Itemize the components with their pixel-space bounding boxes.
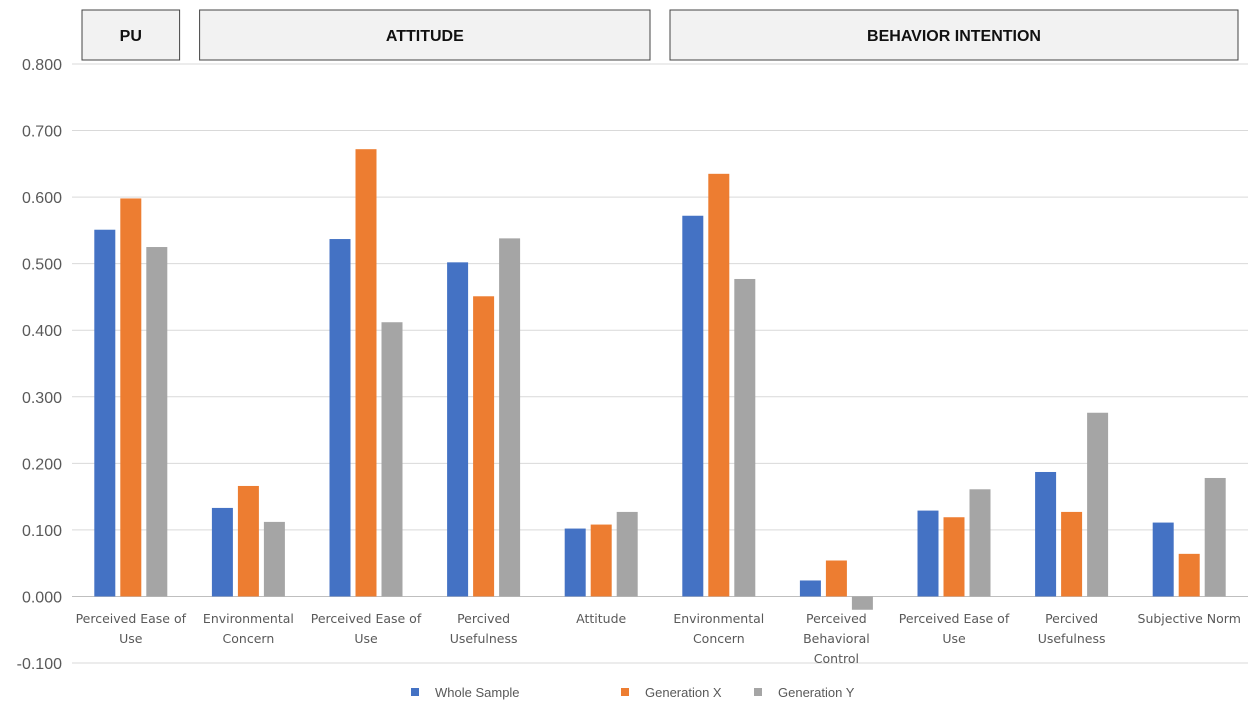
y-tick-label: 0.700: [22, 124, 62, 141]
x-tick-label: Perceived: [806, 611, 867, 626]
legend-label: Whole Sample: [435, 685, 520, 700]
group-header-label: ATTITUDE: [386, 28, 464, 45]
bar-generation-y: [969, 489, 991, 597]
group-header-label: BEHAVIOR INTENTION: [867, 28, 1041, 45]
y-tick-label: 0.000: [22, 589, 62, 606]
bar-whole-sample: [211, 507, 233, 597]
x-tick-label: Usefulness: [450, 631, 518, 646]
x-tick-label: Concern: [693, 631, 745, 646]
legend-label: Generation Y: [778, 685, 855, 700]
bar-whole-sample: [94, 229, 116, 597]
group-header-label: PU: [120, 28, 142, 45]
x-tick-label: Behavioral: [803, 631, 870, 646]
y-tick-label: 0.100: [22, 523, 62, 540]
bar-generation-x: [120, 198, 142, 597]
bar-generation-x: [473, 296, 495, 597]
legend-swatch: [411, 688, 419, 696]
bar-generation-x: [355, 149, 377, 597]
x-tick-label: Attitude: [576, 611, 626, 626]
bar-generation-y: [1087, 412, 1109, 597]
x-tick-label: Usefulness: [1038, 631, 1106, 646]
legend-swatch: [754, 688, 762, 696]
x-tick-label: Subjective Norm: [1138, 611, 1241, 626]
y-tick-label: -0.100: [17, 656, 62, 673]
bar-generation-y: [734, 278, 756, 597]
legend-swatch: [621, 688, 629, 696]
y-tick-label: 0.600: [22, 190, 62, 207]
bar-generation-x: [590, 524, 612, 597]
bar-generation-y: [146, 247, 168, 597]
bar-generation-x: [1061, 511, 1083, 597]
bar-generation-x: [237, 485, 259, 597]
bar-generation-y: [851, 596, 873, 610]
bar-whole-sample: [1035, 471, 1057, 597]
x-tick-label: Percived: [457, 611, 510, 626]
y-tick-label: 0.400: [22, 323, 62, 340]
bar-whole-sample: [564, 528, 586, 597]
y-tick-label: 0.200: [22, 456, 62, 473]
x-tick-label: Perceived Ease of: [899, 611, 1010, 626]
bar-whole-sample: [682, 215, 704, 597]
bar-generation-x: [1178, 553, 1200, 597]
y-tick-label: 0.500: [22, 257, 62, 274]
bar-generation-y: [616, 511, 638, 597]
x-tick-label: Use: [119, 631, 143, 646]
x-tick-label: Percived: [1045, 611, 1098, 626]
x-tick-label: Control: [814, 651, 859, 666]
bar-generation-y: [263, 521, 285, 597]
x-tick-label: Use: [354, 631, 378, 646]
x-tick-label: Concern: [223, 631, 275, 646]
y-tick-label: 0.300: [22, 390, 62, 407]
bar-whole-sample: [799, 580, 821, 597]
bar-generation-x: [943, 517, 965, 597]
group-header-box: [669, 9, 1239, 61]
bar-generation-x: [825, 560, 847, 597]
bar-whole-sample: [917, 510, 939, 597]
group-header-box: [199, 9, 651, 61]
bar-generation-y: [381, 322, 403, 597]
x-tick-label: Use: [942, 631, 966, 646]
x-tick-label: Perceived Ease of: [76, 611, 187, 626]
bar-whole-sample: [447, 262, 469, 597]
x-tick-label: Environmental: [673, 611, 764, 626]
bar-whole-sample: [329, 239, 351, 597]
bar-generation-y: [1204, 477, 1226, 597]
x-tick-label: Environmental: [203, 611, 294, 626]
bar-generation-x: [708, 173, 730, 597]
bar-generation-y: [499, 238, 521, 597]
bar-whole-sample: [1152, 522, 1174, 597]
y-tick-label: 0.800: [22, 57, 62, 74]
x-tick-label: Perceived Ease of: [311, 611, 422, 626]
group-header-box: [81, 9, 181, 61]
legend-label: Generation X: [645, 685, 722, 700]
